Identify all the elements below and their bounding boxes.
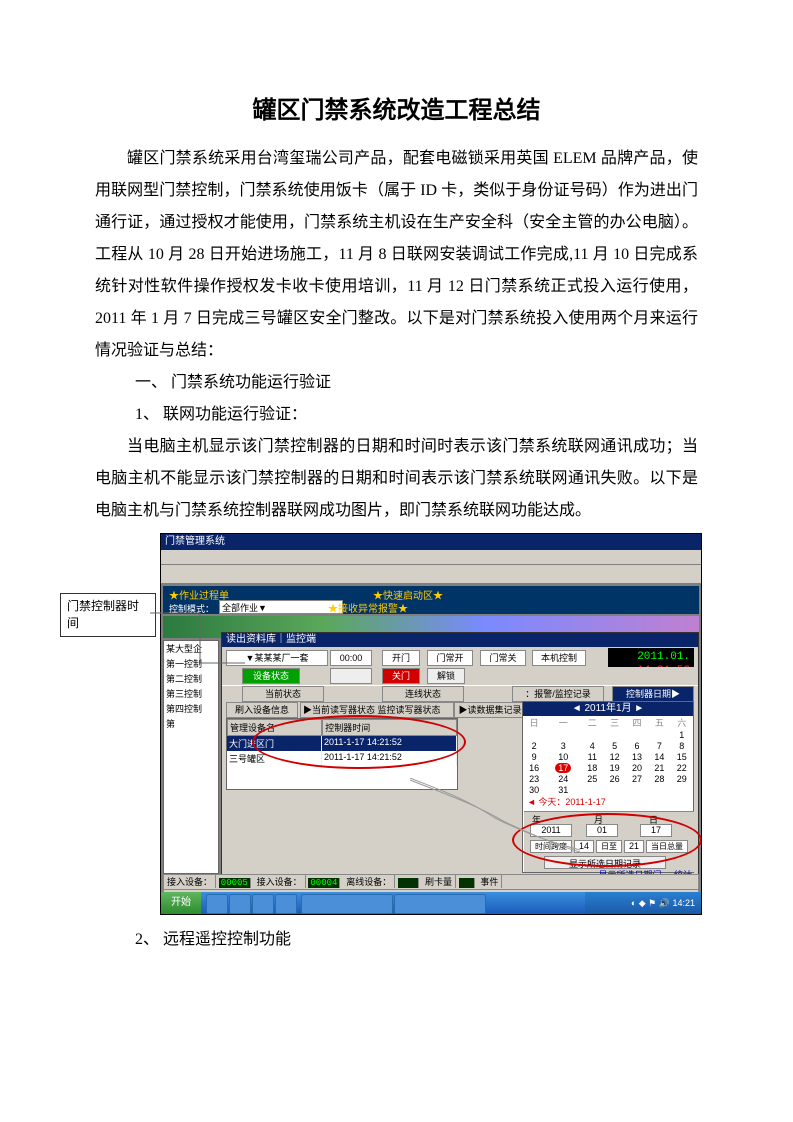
taskbar-btn[interactable] [275,894,297,914]
btn-stop[interactable] [330,668,372,684]
digital-date: 2011.01. [612,650,690,664]
subtab-1[interactable]: 刷入设备信息 [226,702,298,718]
btn-status[interactable]: 设备状态 [242,668,300,684]
callout-bubble-2 [405,778,585,858]
status-offline-count [398,878,419,888]
taskbar-btn[interactable] [252,894,274,914]
window-menubar[interactable] [161,550,701,565]
taskbar-btn[interactable] [229,894,251,914]
status-bar: 接入设备： 00005 接入设备： 00004 离线设备： 刷卡量 事件 [163,874,699,890]
window-titlebar: 门禁管理系统 [161,534,701,550]
status-online-count: 00004 [308,878,340,888]
status-offline-label: 离线设备： [343,875,395,888]
window-title-text: 门禁管理系统 [165,536,225,547]
tab-current[interactable]: 当前状态 [242,686,324,702]
status-dev-count: 00005 [219,878,251,888]
subsection-2-heading: 2、 远程遥控控制功能 [95,924,698,956]
paragraph-intro: 罐区门禁系统采用台湾玺瑞公司产品，配套电磁锁采用英国 ELEM 品牌产品，使用联… [95,143,698,367]
btn-close-always[interactable]: 门常关 [480,650,526,666]
window-toolbar[interactable] [161,565,701,584]
star-text: ★接收异常报警★ [328,600,408,615]
section-1-heading: 一、 门禁系统功能运行验证 [95,367,698,399]
tree-item[interactable]: 第二控制 [164,671,218,686]
tree-item[interactable]: 第 [164,716,218,731]
highlight-ellipse-1 [252,715,466,769]
tree-item[interactable]: 第三控制 [164,686,218,701]
tab-online[interactable]: 连线状态 [382,686,464,702]
tree-pane[interactable]: 某大型企 第一控制 第二控制 第三控制 第四控制 第 [163,640,219,874]
taskbar[interactable]: 开始 ◐ ◆ ⚑ 🔊 14:21 [161,892,701,914]
calendar-title: ◄ 2011年1月 ► [523,702,693,716]
taskbar-btn[interactable] [206,894,228,914]
screenshot-figure: 门禁控制器时间 电脑时间 门禁管理系统 ★作业过程单 ★快速启动区★ 控制模式： [65,533,685,918]
paragraph-2: 当电脑主机显示该门禁控制器的日期和时间时表示该门禁系统联网通讯成功；当电脑主机不… [95,431,698,527]
start-button[interactable]: 开始 [161,892,201,914]
time-field[interactable]: 00:00 [330,650,372,666]
btn-close2[interactable]: 关门 [382,668,420,684]
page-title: 罐区门禁系统改造工程总结 [95,90,698,125]
btn-open-always[interactable]: 门常开 [427,650,473,666]
taskbar-btn[interactable] [301,894,393,914]
tab-date[interactable]: 控制器日期▶ [612,686,694,702]
inner-title: 读出资料库｜监控端 [222,633,698,647]
status-extra2: 事件 [477,875,502,888]
status-online-label: 接入设备： [254,875,306,888]
system-tray[interactable]: ◐ ◆ ⚑ 🔊 14:21 [585,892,701,914]
tree-item[interactable]: 第四控制 [164,701,218,716]
subtab-3[interactable]: ▶读数据集记录 [454,702,526,718]
subsection-1-heading: 1、 联网功能运行验证： [95,399,698,431]
status-dev-label: 接入设备： [164,875,216,888]
taskbar-btn[interactable] [394,894,486,914]
callout-line-1 [150,608,245,673]
btn-unlock[interactable]: 解锁 [427,668,465,684]
btn-open[interactable]: 开门 [382,650,420,666]
btn-reset[interactable]: 本机控制 [532,650,586,666]
tab-alarm[interactable]: ：报警/监控记录 [512,686,604,702]
status-extra: 刷卡量 [422,875,456,888]
status-extra-n [459,878,475,888]
